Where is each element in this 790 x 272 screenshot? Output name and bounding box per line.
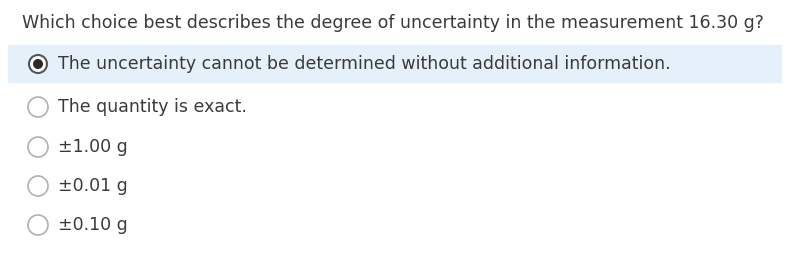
Text: The quantity is exact.: The quantity is exact. [58,98,246,116]
Text: ±0.01 g: ±0.01 g [58,177,128,195]
Circle shape [28,97,48,117]
Circle shape [29,55,47,73]
Text: ±0.10 g: ±0.10 g [58,216,128,234]
Circle shape [28,176,48,196]
Text: ±1.00 g: ±1.00 g [58,138,128,156]
Text: The uncertainty cannot be determined without additional information.: The uncertainty cannot be determined wit… [58,55,671,73]
Circle shape [28,137,48,157]
FancyBboxPatch shape [8,45,782,83]
Text: Which choice best describes the degree of uncertainty in the measurement 16.30 g: Which choice best describes the degree o… [22,14,764,32]
Circle shape [28,215,48,235]
Circle shape [33,59,43,69]
